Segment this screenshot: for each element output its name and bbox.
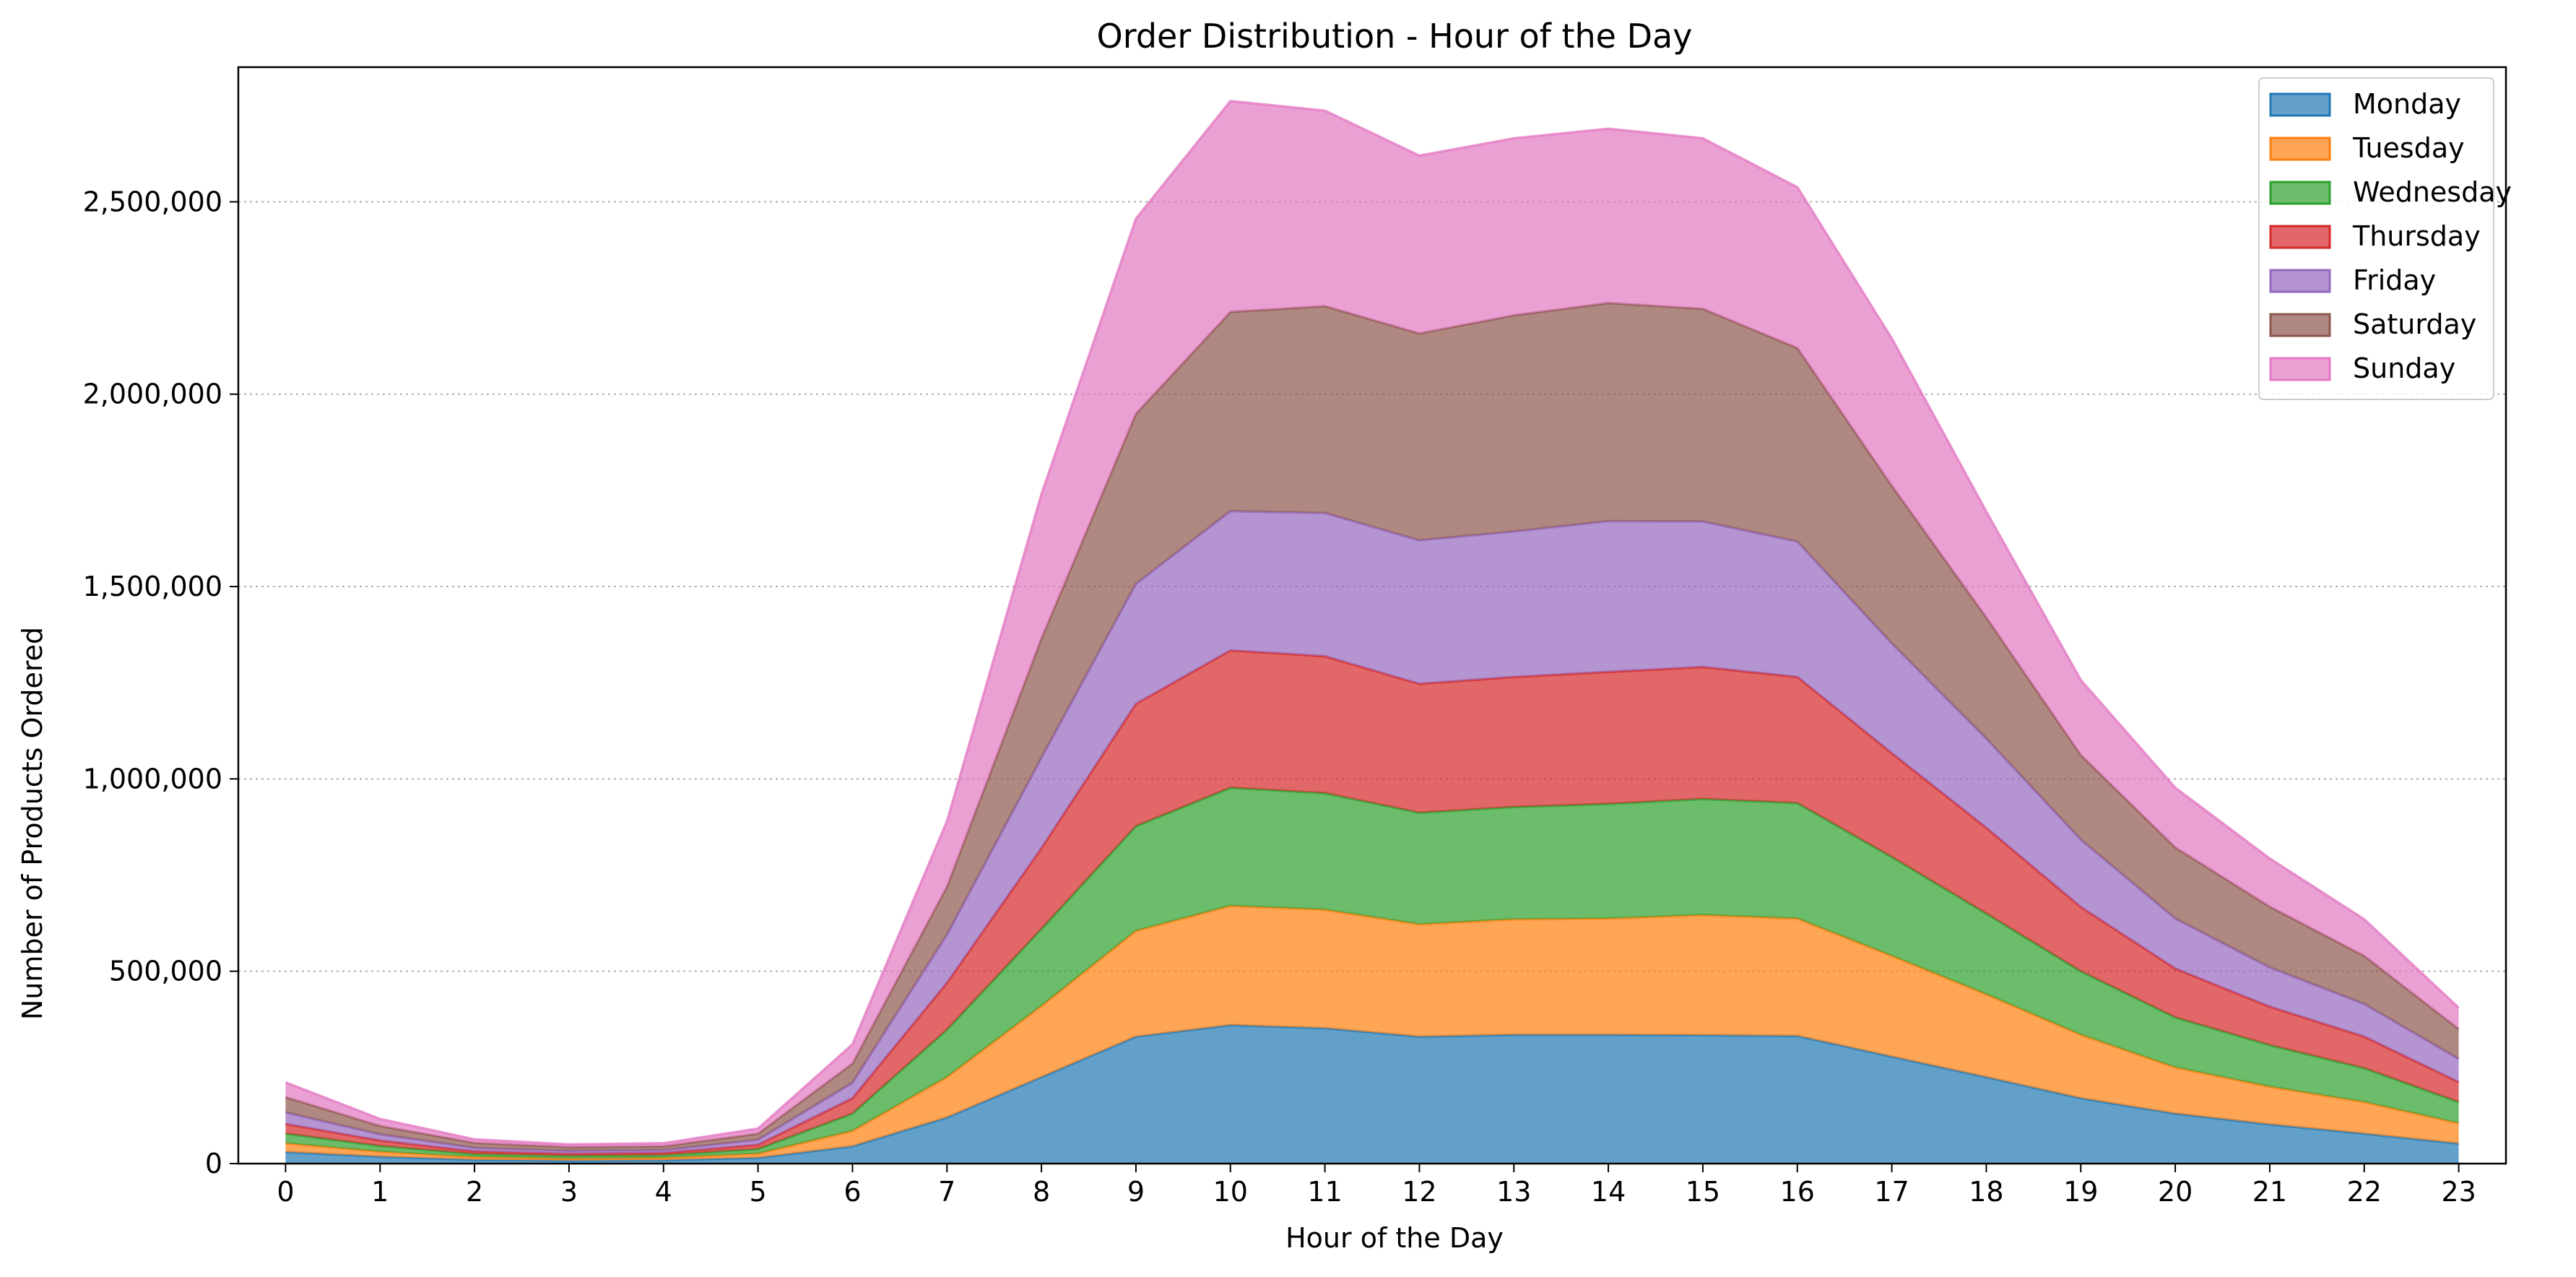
legend-swatch-sunday [2269,357,2331,381]
legend-swatch-friday [2269,269,2331,293]
x-tick-label-5: 5 [749,1176,766,1208]
legend-label-tuesday: Tuesday [2352,132,2465,164]
legend-label-sunday: Sunday [2353,352,2455,384]
legend-label-friday: Friday [2353,264,2436,296]
y-tick-label-2: 1,000,000 [83,763,222,795]
legend: Monday Tuesday Wednesday Thursday Friday Satu… [2258,77,2512,400]
y-axis-ticks: 0 500,000 1,000,000 1,500,000 2,000,000 2,500… [83,186,238,1179]
x-axis-ticks: 0 1 2 3 4 5 6 7 8 9 10 11 12 13 14 15 16 17 18 19 20 21 22 23 [277,1164,2476,1208]
y-tick-label-1: 500,000 [109,956,222,987]
legend-swatch-wednesday [2269,181,2331,205]
x-axis-label: Hour of the Day [1285,1222,1504,1254]
area-edge-sunday [285,100,2460,1146]
area-tuesday [285,906,2459,1161]
legend-swatch-monday [2269,92,2331,117]
legend-label-thursday: Thursday [2352,220,2481,252]
x-tick-label-10: 10 [1213,1176,1248,1208]
x-tick-label-13: 13 [1496,1176,1531,1208]
chart-title: Order Distribution - Hour of the Day [1097,17,1693,56]
x-tick-label-14: 14 [1591,1176,1626,1208]
x-tick-label-15: 15 [1686,1176,1720,1208]
legend-label-saturday: Saturday [2353,308,2476,340]
y-tick-label-0: 0 [205,1148,222,1179]
plot-frame [237,66,2507,1165]
area-monday [285,1025,2459,1164]
y-tick-label-3: 1,500,000 [83,571,222,602]
legend-label-monday: Monday [2353,88,2461,120]
x-tick-label-22: 22 [2347,1176,2382,1208]
x-tick-label-8: 8 [1033,1176,1050,1208]
x-tick-label-23: 23 [2441,1176,2476,1208]
x-tick-label-4: 4 [655,1176,672,1208]
x-tick-label-20: 20 [2158,1176,2193,1208]
x-tick-label-12: 12 [1402,1176,1436,1208]
legend-swatch-thursday [2269,225,2331,249]
y-tick-label-4: 2,000,000 [83,378,222,410]
x-tick-label-11: 11 [1307,1176,1342,1208]
x-tick-label-18: 18 [1969,1176,2003,1208]
legend-swatch-tuesday [2269,137,2331,161]
x-tick-label-21: 21 [2252,1176,2287,1208]
x-tick-label-6: 6 [844,1176,861,1208]
x-tick-label-1: 1 [371,1176,389,1208]
stacked-areas [285,100,2460,1164]
area-sunday [285,100,2459,1148]
x-tick-label-2: 2 [466,1176,483,1208]
x-tick-label-3: 3 [560,1176,578,1208]
area-saturday [285,303,2459,1151]
x-tick-label-17: 17 [1874,1176,1909,1208]
area-wednesday [285,787,2459,1159]
area-thursday [285,650,2459,1156]
y-tick-label-5: 2,500,000 [83,186,222,217]
y-axis-label: Number of Products Ordered [17,627,48,1020]
legend-label-wednesday: Wednesday [2353,176,2512,208]
legend-swatch-saturday [2269,313,2331,337]
area-friday [285,511,2459,1154]
x-tick-label-16: 16 [1780,1176,1815,1208]
x-tick-label-7: 7 [938,1176,955,1208]
x-tick-label-19: 19 [2063,1176,2098,1208]
x-tick-label-0: 0 [277,1176,294,1208]
x-tick-label-9: 9 [1127,1176,1145,1208]
